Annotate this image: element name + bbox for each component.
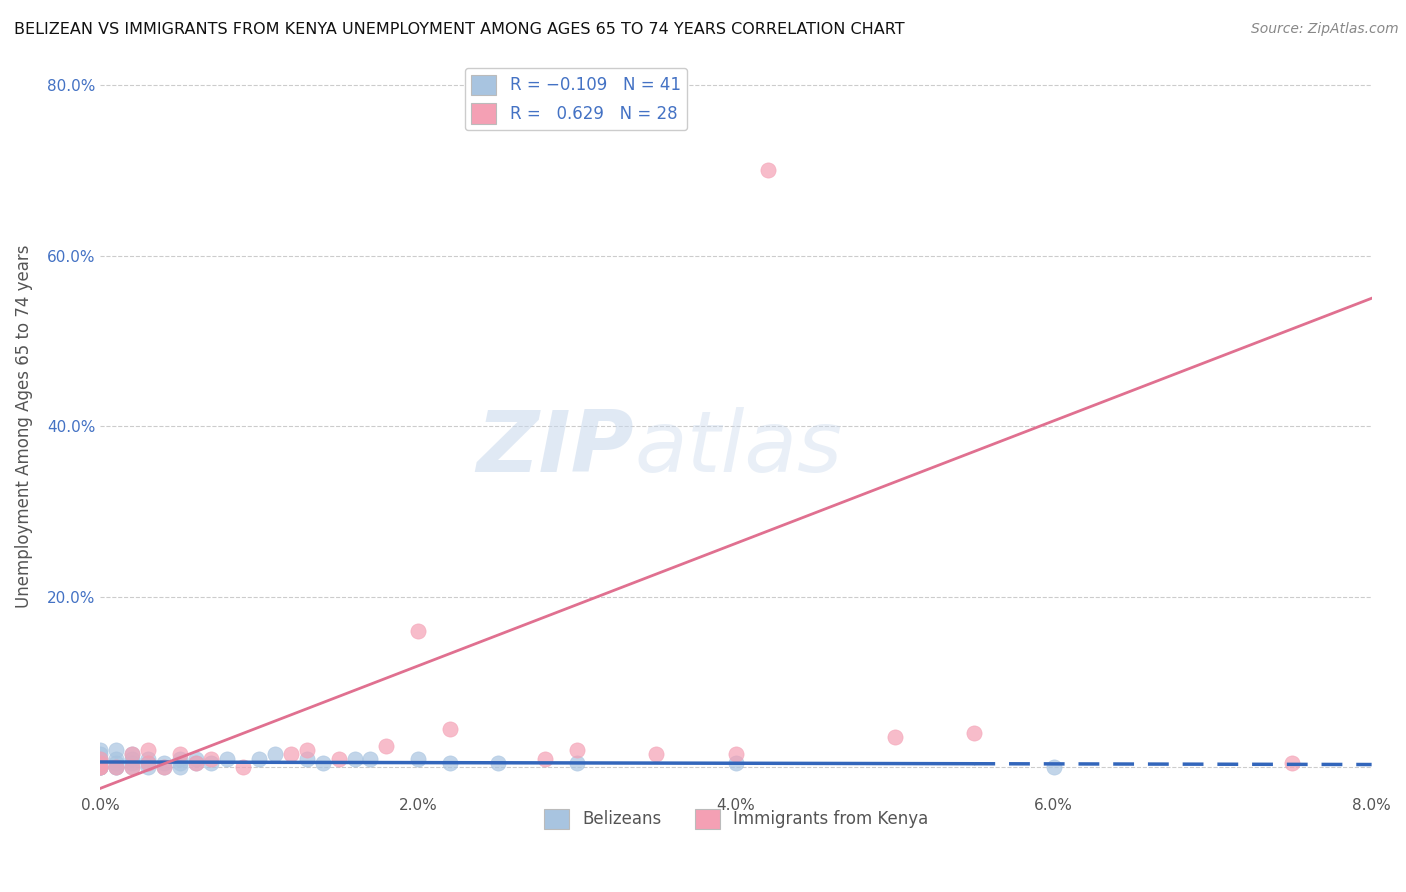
Point	[486, 756, 509, 770]
Point	[312, 756, 335, 770]
Point	[105, 751, 128, 765]
Point	[565, 743, 588, 757]
Point	[184, 756, 207, 770]
Point	[1042, 760, 1064, 774]
Point	[439, 722, 461, 736]
Point	[105, 760, 128, 774]
Point	[184, 751, 207, 765]
Point	[756, 163, 779, 178]
Point	[883, 731, 905, 745]
Point	[136, 756, 159, 770]
Point	[963, 726, 986, 740]
Point	[136, 743, 159, 757]
Point	[89, 751, 111, 765]
Point	[375, 739, 398, 753]
Point	[89, 760, 111, 774]
Point	[136, 756, 159, 770]
Point	[280, 747, 302, 762]
Point	[295, 751, 318, 765]
Point	[89, 760, 111, 774]
Legend: Belizeans, Immigrants from Kenya: Belizeans, Immigrants from Kenya	[537, 802, 935, 836]
Point	[200, 751, 222, 765]
Point	[105, 756, 128, 770]
Point	[232, 760, 254, 774]
Point	[121, 747, 143, 762]
Point	[169, 760, 191, 774]
Point	[105, 743, 128, 757]
Point	[200, 756, 222, 770]
Point	[328, 751, 350, 765]
Point	[184, 756, 207, 770]
Point	[136, 760, 159, 774]
Point	[359, 751, 381, 765]
Point	[169, 756, 191, 770]
Point	[343, 751, 366, 765]
Point	[645, 747, 668, 762]
Point	[121, 760, 143, 774]
Point	[89, 747, 111, 762]
Point	[169, 751, 191, 765]
Point	[89, 760, 111, 774]
Point	[121, 747, 143, 762]
Point	[295, 743, 318, 757]
Y-axis label: Unemployment Among Ages 65 to 74 years: Unemployment Among Ages 65 to 74 years	[15, 244, 32, 607]
Point	[89, 760, 111, 774]
Point	[121, 751, 143, 765]
Point	[217, 751, 239, 765]
Point	[89, 756, 111, 770]
Point	[264, 747, 287, 762]
Point	[89, 760, 111, 774]
Point	[724, 756, 747, 770]
Point	[153, 760, 176, 774]
Point	[406, 624, 429, 638]
Point	[89, 743, 111, 757]
Point	[153, 760, 176, 774]
Point	[105, 760, 128, 774]
Text: BELIZEAN VS IMMIGRANTS FROM KENYA UNEMPLOYMENT AMONG AGES 65 TO 74 YEARS CORRELA: BELIZEAN VS IMMIGRANTS FROM KENYA UNEMPL…	[14, 22, 904, 37]
Point	[89, 756, 111, 770]
Point	[724, 747, 747, 762]
Point	[121, 760, 143, 774]
Point	[565, 756, 588, 770]
Point	[105, 760, 128, 774]
Point	[136, 751, 159, 765]
Point	[169, 747, 191, 762]
Point	[439, 756, 461, 770]
Point	[121, 756, 143, 770]
Point	[247, 751, 270, 765]
Point	[1281, 756, 1303, 770]
Point	[406, 751, 429, 765]
Point	[89, 760, 111, 774]
Point	[153, 756, 176, 770]
Text: Source: ZipAtlas.com: Source: ZipAtlas.com	[1251, 22, 1399, 37]
Point	[89, 751, 111, 765]
Point	[534, 751, 557, 765]
Text: atlas: atlas	[634, 407, 842, 490]
Text: ZIP: ZIP	[477, 407, 634, 490]
